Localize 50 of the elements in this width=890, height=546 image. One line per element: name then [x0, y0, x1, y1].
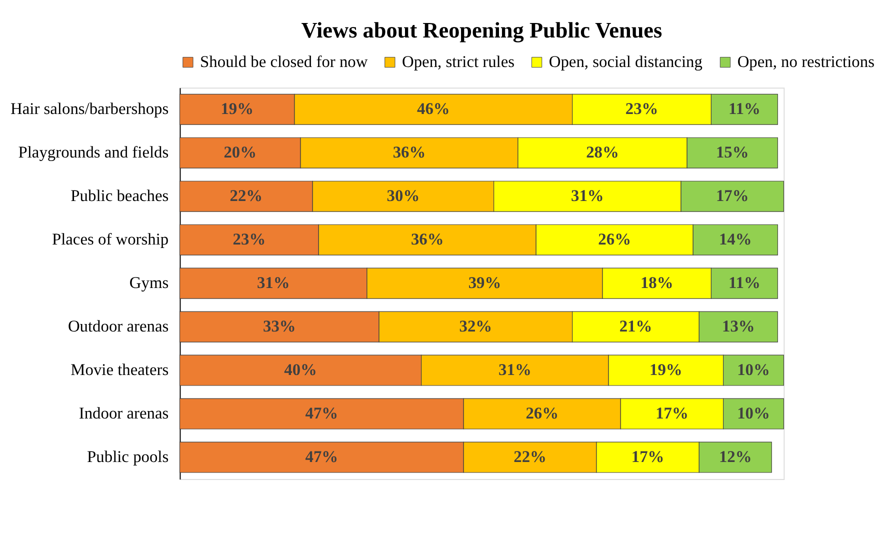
legend-label: Open, social distancing — [548, 52, 702, 72]
y-tick-label: Hair salons/barbershops — [10, 99, 169, 118]
data-label: 20% — [224, 142, 257, 162]
data-label: 11% — [728, 273, 760, 292]
data-label: 13% — [722, 316, 755, 336]
data-label: 28% — [586, 142, 619, 162]
data-label: 31% — [571, 186, 604, 206]
data-label: 18% — [640, 273, 674, 292]
data-label: 23% — [625, 99, 658, 118]
y-tick-label: Gyms — [129, 273, 169, 292]
data-label: 32% — [459, 316, 492, 336]
data-label: 47% — [305, 404, 338, 423]
y-tick-label: Places of worship — [52, 230, 169, 249]
data-label: 11% — [728, 99, 760, 118]
data-label: 47% — [305, 447, 338, 466]
legend-label: Open, strict rules — [402, 52, 515, 72]
data-label: 26% — [526, 404, 559, 423]
y-tick-label: Public beaches — [70, 186, 169, 206]
data-label: 33% — [262, 316, 296, 336]
data-label: 21% — [619, 316, 652, 336]
data-label: 10% — [737, 360, 770, 380]
data-label: 17% — [716, 186, 749, 206]
y-tick-label: Playgrounds and fields — [18, 142, 169, 162]
legend-label: Open, no restrictions — [737, 52, 874, 72]
data-label: 39% — [468, 273, 502, 292]
data-label: 23% — [232, 230, 266, 249]
data-label: 19% — [220, 99, 254, 118]
y-tick-label: Indoor arenas — [78, 404, 169, 423]
data-label: 26% — [598, 230, 631, 249]
data-label: 40% — [284, 360, 317, 380]
data-label: 12% — [718, 447, 752, 466]
y-tick-label: Movie theaters — [70, 360, 169, 380]
data-label: 17% — [631, 447, 664, 466]
data-label: 46% — [417, 99, 450, 118]
legend-label: Should be closed for now — [200, 52, 368, 72]
data-label: 10% — [737, 404, 770, 423]
data-label: 15% — [716, 142, 749, 162]
data-label: 19% — [650, 360, 682, 380]
y-tick-label: Outdoor arenas — [68, 316, 169, 336]
data-label: 31% — [256, 273, 290, 292]
y-tick-label: Public pools — [87, 447, 169, 466]
data-label: 14% — [718, 230, 752, 249]
data-label: 22% — [230, 186, 263, 206]
data-label: 17% — [656, 404, 688, 423]
data-label: 36% — [410, 230, 444, 249]
data-label: 31% — [498, 360, 532, 380]
data-label: 30% — [386, 186, 420, 206]
data-label: 36% — [392, 142, 426, 162]
data-label: 22% — [514, 447, 546, 466]
chart-title: Views about Reopening Public Venues — [301, 17, 663, 42]
